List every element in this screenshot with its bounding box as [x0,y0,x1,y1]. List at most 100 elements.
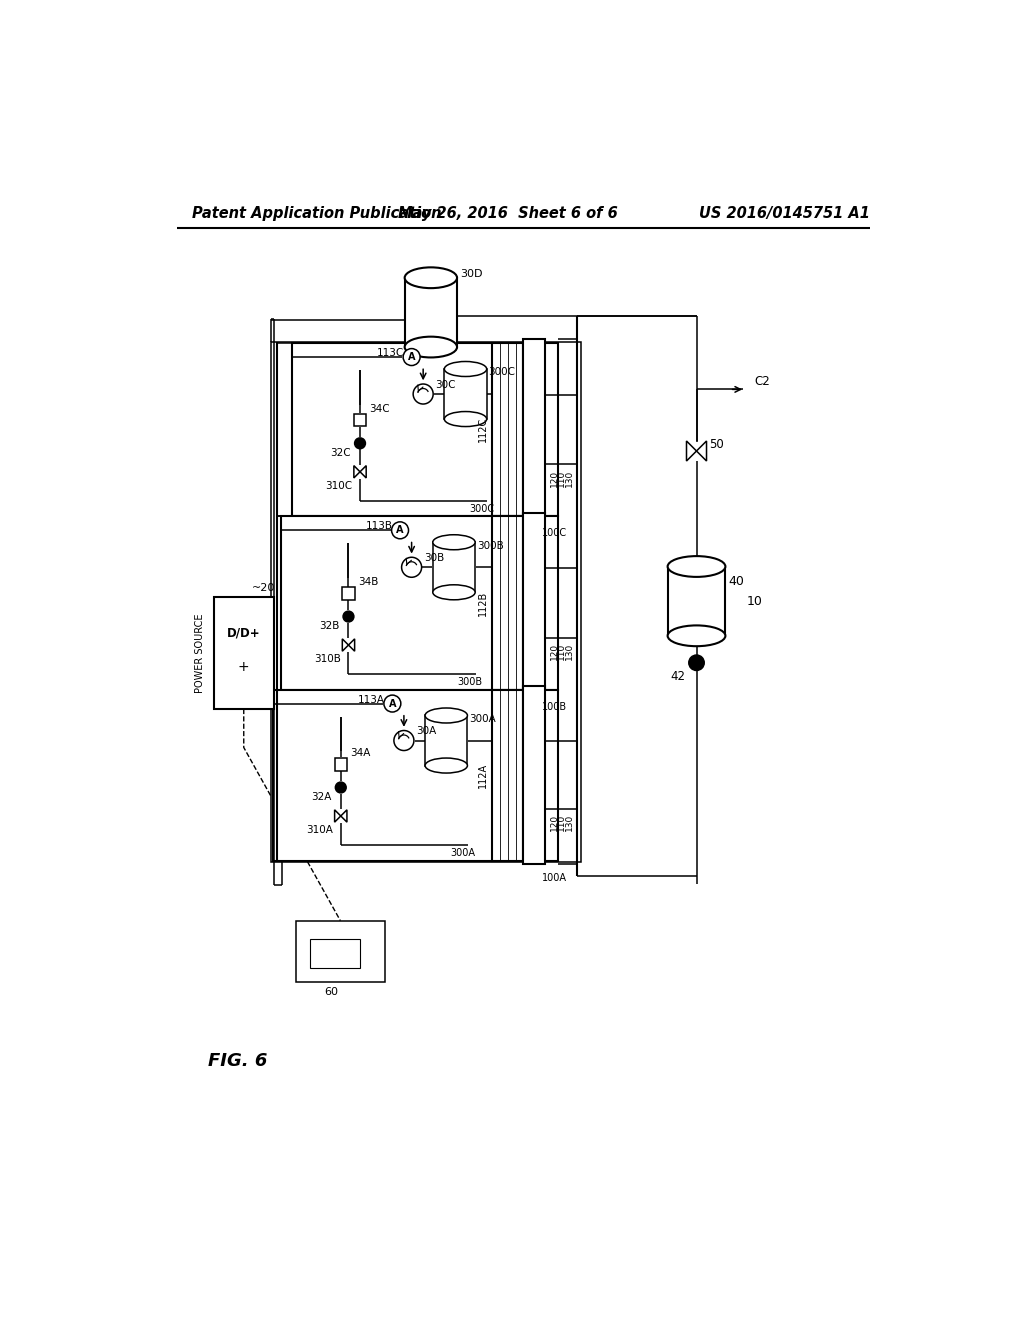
Bar [668,566,725,636]
Text: 300A: 300A [469,714,496,723]
Text: 113B: 113B [366,521,392,532]
Bar [342,587,354,599]
Text: 300B: 300B [458,677,483,686]
Ellipse shape [404,337,457,358]
Circle shape [354,438,366,449]
Bar [493,343,523,516]
Text: 120: 120 [550,813,558,830]
Bar [214,597,273,709]
Bar [523,686,545,865]
Bar [292,343,558,516]
Circle shape [394,730,414,751]
Text: 120: 120 [550,643,558,660]
Bar [493,689,523,861]
Bar [273,689,558,861]
Text: 32A: 32A [311,792,332,801]
Text: A: A [389,698,396,709]
Polygon shape [341,810,347,822]
Text: 34C: 34C [370,404,390,413]
Ellipse shape [444,362,486,376]
Bar [281,516,558,689]
Ellipse shape [668,556,725,577]
Text: May 26, 2016  Sheet 6 of 6: May 26, 2016 Sheet 6 of 6 [398,206,617,222]
Circle shape [336,781,346,793]
Bar [433,543,475,593]
Text: 30A: 30A [416,726,436,737]
Text: Patent Application Publication: Patent Application Publication [193,206,441,222]
Circle shape [689,655,705,671]
Text: 130: 130 [565,813,574,830]
Bar [310,940,360,969]
Text: 310C: 310C [326,480,352,491]
Text: 100B: 100B [542,702,567,711]
Text: 40: 40 [729,576,744,589]
Text: POWER SOURCE: POWER SOURCE [195,614,205,693]
Text: 10: 10 [746,594,763,607]
Text: A: A [408,352,416,362]
Text: 113A: 113A [357,694,385,705]
Text: D/D+: D/D+ [227,627,260,639]
Text: 300B: 300B [477,541,504,550]
Ellipse shape [404,268,457,288]
Circle shape [343,611,354,622]
Text: +: + [238,660,250,673]
Bar [270,342,581,862]
Text: 130: 130 [565,643,574,660]
Polygon shape [348,639,354,651]
Bar [296,921,385,982]
Text: 300C: 300C [469,504,495,513]
Text: 34A: 34A [350,748,371,758]
Text: ~20: ~20 [252,583,274,593]
Text: 110: 110 [557,470,566,487]
Polygon shape [354,466,360,478]
Circle shape [401,557,422,577]
Bar [493,516,523,689]
Text: 112B: 112B [478,590,488,615]
Text: 60: 60 [325,986,338,997]
Ellipse shape [668,626,725,647]
Circle shape [384,696,400,711]
Bar [335,758,347,771]
Text: 50: 50 [710,438,724,451]
Text: 113C: 113C [377,348,404,358]
Text: 300A: 300A [451,847,475,858]
Text: 30C: 30C [435,380,456,389]
Text: 112C: 112C [478,417,488,442]
Polygon shape [696,441,707,461]
Polygon shape [342,639,348,651]
Text: FIG. 6: FIG. 6 [208,1052,267,1069]
Text: US 2016/0145751 A1: US 2016/0145751 A1 [699,206,869,222]
Text: 110: 110 [557,813,566,830]
Text: 34B: 34B [357,577,378,587]
Text: 120: 120 [550,470,558,487]
Text: 310A: 310A [306,825,333,834]
Bar [444,370,486,418]
Text: A: A [396,525,403,536]
Bar [523,339,545,520]
Bar [523,512,545,693]
Bar [404,277,457,347]
Text: 30D: 30D [460,269,482,279]
Text: 100A: 100A [542,873,566,883]
Text: C2: C2 [755,375,770,388]
Polygon shape [335,810,341,822]
Text: 112A: 112A [478,763,488,788]
Text: 110: 110 [557,643,566,660]
Text: 310B: 310B [314,653,341,664]
Text: 300C: 300C [488,367,516,378]
Circle shape [413,384,433,404]
Text: 30B: 30B [424,553,444,564]
Ellipse shape [433,535,475,549]
Bar [425,715,467,766]
Circle shape [403,348,420,366]
Ellipse shape [425,708,467,723]
Text: 32C: 32C [330,447,351,458]
Text: 42: 42 [670,671,685,684]
Ellipse shape [433,585,475,599]
Polygon shape [360,466,367,478]
Polygon shape [686,441,696,461]
Text: 100C: 100C [542,528,567,539]
Circle shape [391,521,409,539]
Text: 32B: 32B [318,620,339,631]
Ellipse shape [425,758,467,774]
